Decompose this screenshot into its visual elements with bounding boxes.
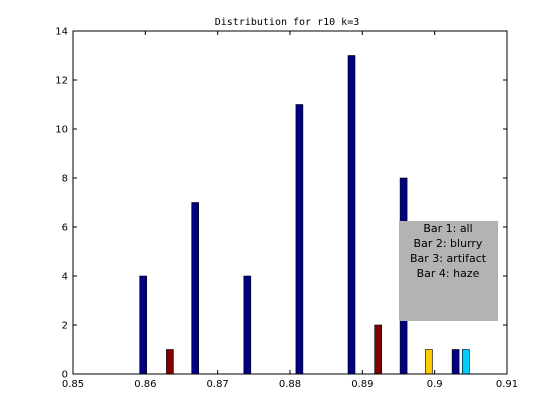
legend-entry-all: Bar 1: all bbox=[423, 222, 472, 235]
y-tick-label: 2 bbox=[62, 321, 68, 332]
x-tick-label: 0.87 bbox=[207, 379, 229, 390]
bar-all bbox=[451, 349, 460, 375]
x-tick-label: 0.9 bbox=[427, 379, 443, 390]
y-tick-label: 4 bbox=[62, 272, 68, 283]
x-tick-label: 0.91 bbox=[496, 379, 518, 390]
bar-all bbox=[191, 202, 199, 375]
axes-layer: 0.85 0.86 0.87 0.88 0.89 0.9 0.91 0 2 4 6 8 10 12 14 bbox=[55, 27, 518, 391]
y-tick-label: 6 bbox=[62, 223, 68, 234]
x-tick-label: 0.88 bbox=[279, 379, 301, 390]
bar-artifact bbox=[425, 349, 433, 375]
y-tick-label: 0 bbox=[62, 370, 68, 381]
y-tick-label: 14 bbox=[55, 27, 68, 38]
bar-blurry bbox=[374, 324, 383, 375]
legend: Bar 1: all Bar 2: blurry Bar 3: artifact… bbox=[399, 221, 498, 321]
legend-entry-blurry: Bar 2: blurry bbox=[414, 237, 483, 250]
bar-all bbox=[295, 104, 304, 375]
bar-blurry bbox=[166, 349, 174, 375]
y-tick-label: 8 bbox=[62, 174, 68, 185]
bar-all bbox=[139, 275, 147, 375]
bar-haze bbox=[461, 349, 470, 375]
bar-all bbox=[347, 55, 356, 375]
x-tick-label: 0.85 bbox=[62, 379, 84, 390]
x-tick-label: 0.86 bbox=[134, 379, 156, 390]
x-tick-label: 0.89 bbox=[351, 379, 373, 390]
legend-entry-haze: Bar 4: haze bbox=[417, 267, 480, 280]
y-tick-label: 12 bbox=[55, 76, 68, 87]
chart-title: Distribution for r10 k=3 bbox=[215, 17, 360, 28]
legend-entry-artifact: Bar 3: artifact bbox=[410, 252, 487, 265]
axes-frame bbox=[72, 30, 508, 375]
y-tick-label: 10 bbox=[55, 125, 68, 136]
bar-all bbox=[243, 275, 252, 375]
legend-background bbox=[399, 221, 498, 321]
bars-layer bbox=[139, 55, 470, 375]
